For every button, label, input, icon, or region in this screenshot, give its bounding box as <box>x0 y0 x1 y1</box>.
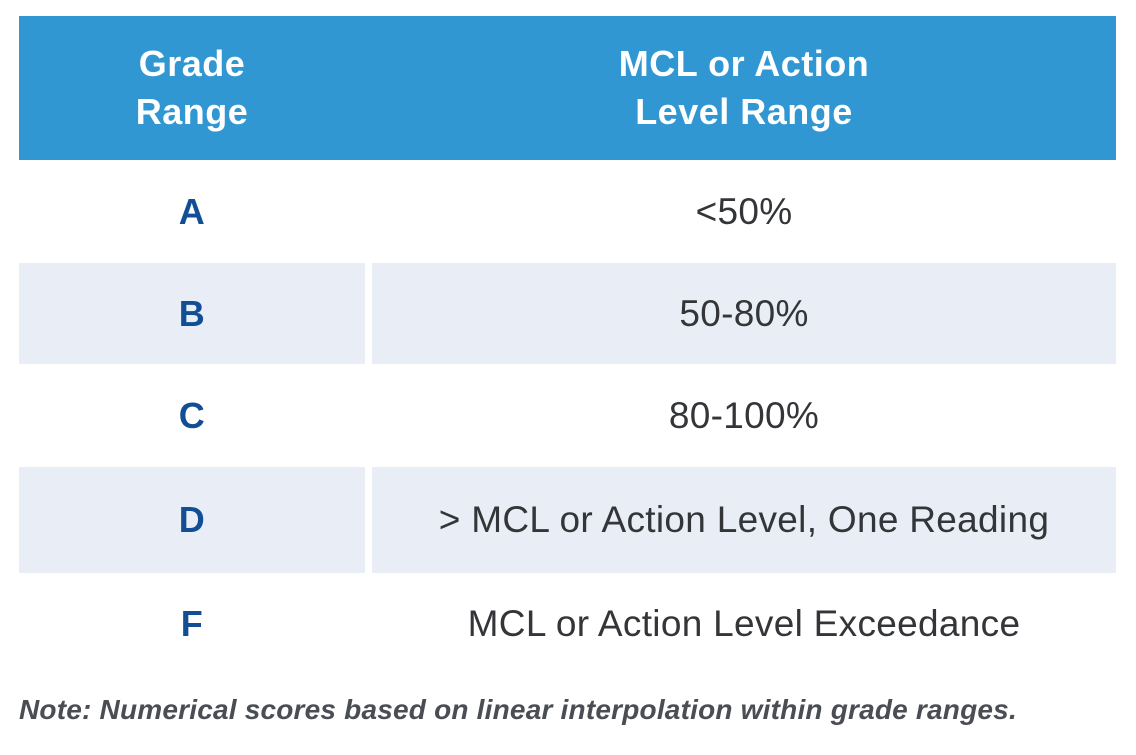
table-row-grade-d: D > MCL or Action Level, One Reading <box>19 467 1116 573</box>
grade-cell: F <box>180 603 204 644</box>
table-row-grade-b: B 50-80% <box>19 263 1116 364</box>
grade-cell: B <box>19 263 365 364</box>
column-gap <box>365 467 372 573</box>
table-row-grade-f: F MCL or Action Level Exceedance <box>19 573 1116 675</box>
grade-cell: A <box>178 190 206 232</box>
range-cell: <50% <box>695 190 793 232</box>
range-cell: 80-100% <box>668 394 820 436</box>
column-gap <box>365 160 372 263</box>
range-cell: MCL or Action Level Exceedance <box>467 603 1021 644</box>
grade-range-table: Grade Range MCL or Action Level Range A … <box>19 16 1116 675</box>
column-gap <box>365 263 372 364</box>
table-header-row: Grade Range MCL or Action Level Range <box>19 16 1116 160</box>
header-grade-range: Grade Range <box>135 43 249 132</box>
column-gap <box>365 364 372 467</box>
header-mcl-action-level-range: MCL or Action Level Range <box>618 43 870 132</box>
grade-cell: D <box>19 467 365 573</box>
range-cell: > MCL or Action Level, One Reading <box>372 467 1116 573</box>
range-cell: 50-80% <box>372 263 1116 364</box>
column-gap <box>365 16 372 160</box>
table-row-grade-c: C 80-100% <box>19 364 1116 467</box>
column-gap <box>365 573 372 675</box>
table-footnote: Note: Numerical scores based on linear i… <box>19 694 1017 725</box>
grade-cell: C <box>178 394 206 436</box>
table-row-grade-a: A <50% <box>19 160 1116 263</box>
